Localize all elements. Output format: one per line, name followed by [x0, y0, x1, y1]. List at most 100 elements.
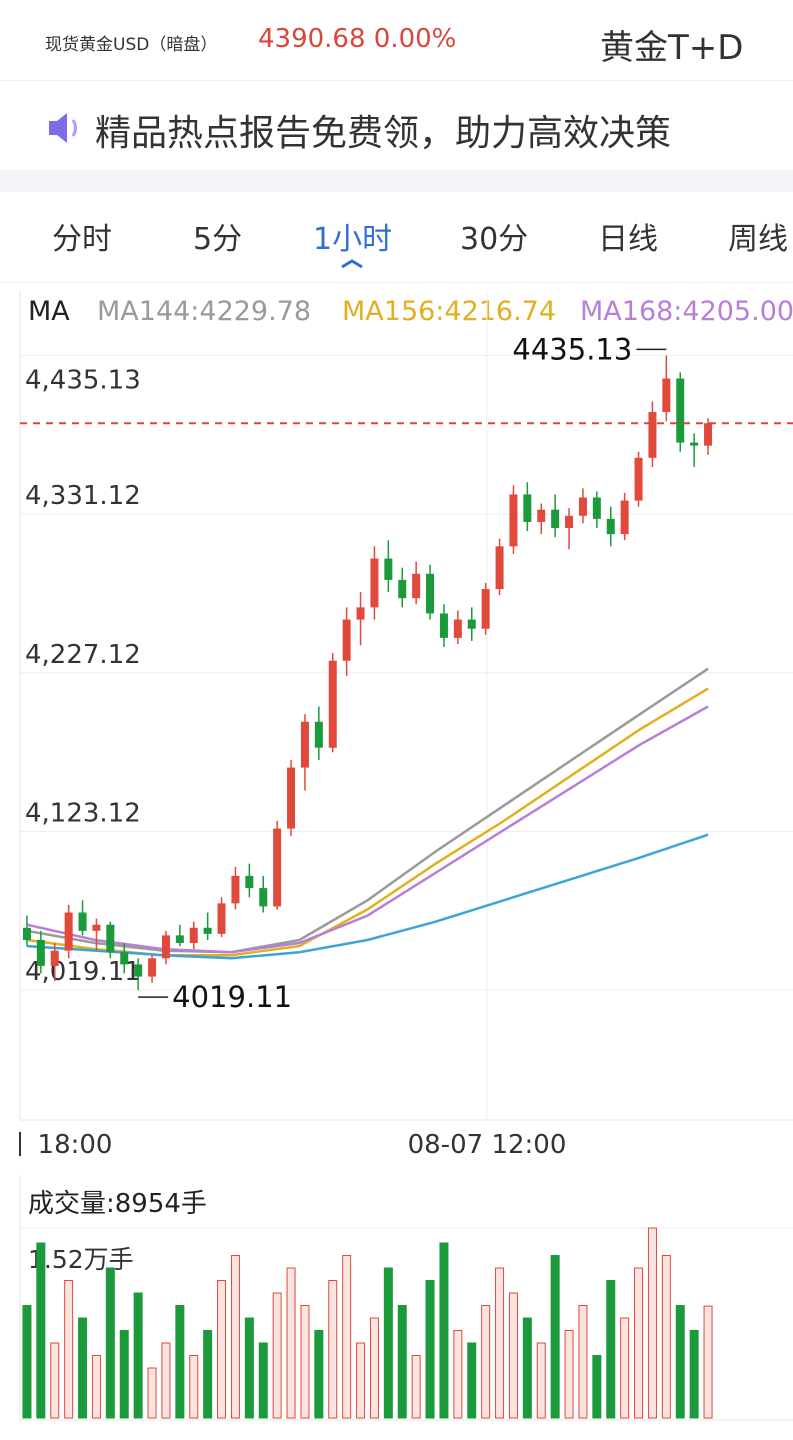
volume-bar	[675, 1305, 685, 1419]
candle-body	[370, 558, 379, 608]
ma-line	[26, 667, 709, 954]
candle-body	[606, 518, 615, 535]
quote: 4390.68 0.00%	[258, 24, 457, 54]
volume-bar	[356, 1342, 366, 1419]
candle-body	[620, 500, 629, 535]
volume-bar	[161, 1342, 171, 1419]
volume-bar	[550, 1255, 560, 1419]
candle-body	[453, 619, 462, 638]
volume-bar	[147, 1367, 157, 1419]
candle-body	[676, 378, 685, 443]
candle-body	[495, 546, 504, 590]
volume-bar	[495, 1267, 505, 1419]
candle-body	[259, 888, 268, 907]
volume-bar	[592, 1355, 602, 1419]
candle-body	[384, 558, 393, 580]
candle-body	[50, 950, 59, 966]
speaker-icon	[49, 113, 77, 143]
candle-body	[273, 828, 282, 907]
candle-body	[565, 515, 574, 529]
volume-bar	[78, 1317, 88, 1419]
volume-bar	[689, 1330, 699, 1419]
candle-body	[662, 378, 671, 413]
legend-entry: MA168:4205.00	[580, 296, 793, 327]
volume-bar	[244, 1317, 254, 1419]
volume-bar	[397, 1305, 407, 1419]
volume-bar	[105, 1267, 115, 1419]
candle-body	[648, 412, 657, 458]
tab[interactable]: 分时	[52, 222, 112, 257]
volume-bar	[439, 1242, 449, 1419]
tab[interactable]: 日线	[598, 222, 658, 257]
volume-bar	[217, 1280, 227, 1419]
volume-bar	[286, 1267, 296, 1419]
candle-body	[78, 912, 87, 931]
y-tick-label: 4,227.12	[25, 640, 141, 670]
volume-bar	[36, 1242, 46, 1419]
candle-body	[189, 927, 198, 944]
volume-bar	[314, 1330, 324, 1419]
separator	[0, 170, 793, 192]
banner[interactable]: 精品热点报告免费领，助力高效决策	[0, 82, 793, 170]
volume-bar	[411, 1355, 421, 1419]
legend-entry: MA144:4229.78	[97, 296, 311, 327]
tab[interactable]: 周线	[728, 222, 788, 257]
volume-bar	[342, 1255, 352, 1419]
candle-body	[551, 509, 560, 529]
candle-body	[22, 927, 31, 940]
volume-bar	[119, 1330, 129, 1419]
volume-bar	[578, 1305, 588, 1419]
tab[interactable]: 5分	[193, 222, 243, 257]
max-annotation: 4435.13	[512, 332, 632, 366]
ma-line	[26, 705, 709, 954]
candle-body	[690, 442, 699, 446]
volume-bar	[481, 1305, 491, 1419]
candle-body	[92, 924, 101, 931]
candle-body	[134, 964, 143, 977]
volume-bar	[647, 1227, 657, 1419]
volume-bar	[230, 1255, 240, 1419]
volume-title: 成交量:8954手	[28, 1189, 207, 1219]
candle-body	[342, 619, 351, 661]
tab-bar: 分时 5分 1小时 30分 日线 周线	[0, 192, 793, 283]
volume-bar	[22, 1305, 32, 1419]
volume-max-label: 1.52万手	[28, 1245, 134, 1274]
volume-bar	[508, 1292, 518, 1419]
volume-bar	[383, 1267, 393, 1419]
tab[interactable]: 30分	[460, 222, 529, 257]
candle-body	[592, 497, 601, 519]
banner-text: 精品热点报告免费领，助力高效决策	[95, 113, 672, 154]
y-tick-label: 4,331.12	[25, 481, 141, 511]
volume-bar	[564, 1330, 574, 1419]
candle-body	[704, 423, 713, 446]
header: 现货黄金USD（暗盘） 4390.68 0.00% 黄金T+D	[0, 0, 793, 81]
product-title[interactable]: 黄金T+D	[600, 28, 744, 68]
legend-entry: MA156:4216.74	[342, 296, 556, 327]
candle-body	[64, 912, 73, 951]
min-annotation: 4019.11	[172, 980, 292, 1014]
ma-label: MA	[28, 296, 70, 327]
y-tick-label: 4,435.13	[25, 365, 141, 395]
volume-bar	[272, 1292, 282, 1419]
tab[interactable]: 1小时	[313, 222, 393, 257]
volume-bar	[64, 1280, 74, 1419]
volume-bar	[661, 1255, 671, 1419]
volume-bar	[620, 1317, 630, 1419]
candle-body	[509, 494, 518, 547]
volume-bar	[91, 1355, 101, 1419]
candle-body	[203, 927, 212, 934]
volume-bar	[189, 1355, 199, 1419]
instrument[interactable]: 现货黄金USD（暗盘）	[45, 35, 218, 55]
candle-body	[287, 767, 296, 829]
candle-body	[36, 939, 45, 966]
candle-body	[426, 573, 435, 614]
candle-body	[481, 589, 490, 629]
volume-bar	[536, 1342, 546, 1419]
y-tick-label: 4,123.12	[25, 798, 141, 828]
candle-body	[161, 935, 170, 959]
active-indicator	[341, 259, 363, 269]
volume-bar	[133, 1292, 143, 1419]
candle-body	[300, 721, 309, 768]
